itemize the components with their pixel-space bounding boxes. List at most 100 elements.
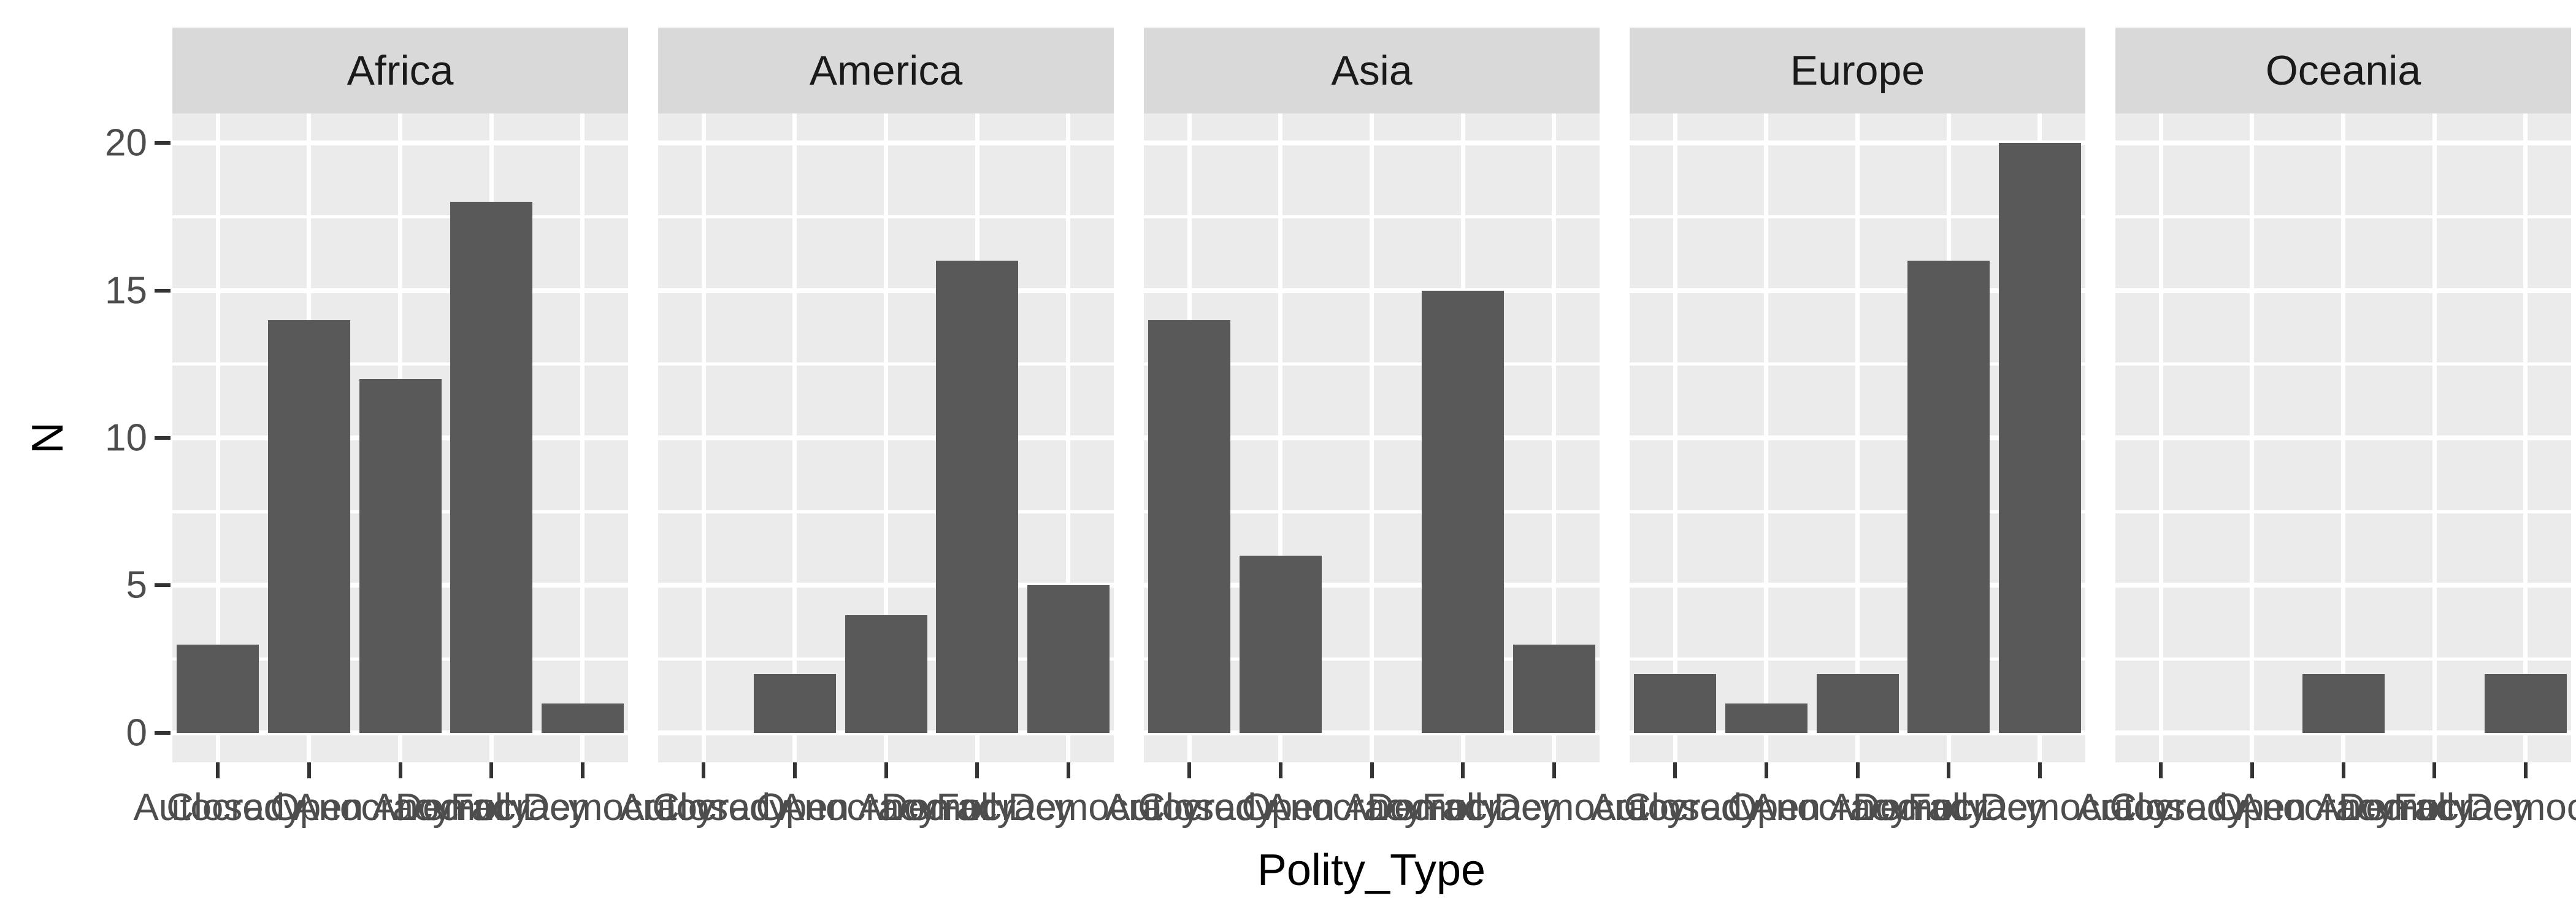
bar — [2302, 673, 2385, 733]
x-tick-mark — [2341, 762, 2345, 778]
x-tick-mark — [307, 762, 311, 778]
x-tick-label: Autocracy — [619, 786, 789, 829]
bar — [1634, 673, 1717, 733]
x-tick-label: Democracy — [1852, 786, 2045, 829]
major-gridline-vertical — [1764, 113, 1769, 762]
y-tick-mark — [155, 583, 171, 588]
x-tick-mark — [792, 762, 797, 778]
major-gridline-vertical — [2523, 113, 2528, 762]
x-tick-label: Autocracy — [1105, 786, 1275, 829]
y-tick-mark — [155, 141, 171, 145]
x-tick-label: Autocracy — [2076, 786, 2246, 829]
x-tick-mark — [489, 762, 494, 778]
bar — [450, 202, 533, 733]
x-tick-mark — [1552, 762, 1556, 778]
x-tick-mark — [1764, 762, 1768, 778]
x-tick-mark — [2250, 762, 2254, 778]
facet-strip: Asia — [1144, 28, 1600, 113]
major-gridline-vertical — [2432, 113, 2437, 762]
y-tick-label: 20 — [105, 121, 147, 164]
major-gridline-vertical — [1066, 113, 1071, 762]
x-tick-label: Democracy — [2338, 786, 2531, 829]
major-gridline-vertical — [1278, 113, 1283, 762]
facet-strip: Africa — [172, 28, 628, 113]
x-tick-label: Democracy — [1367, 786, 1559, 829]
bar — [845, 615, 927, 733]
facet-strip: America — [658, 28, 1114, 113]
bar — [359, 378, 442, 733]
facet-panel — [1144, 113, 1600, 762]
y-tick-mark — [155, 288, 171, 293]
x-tick-mark — [2432, 762, 2437, 778]
x-tick-mark — [2037, 762, 2042, 778]
y-tick-mark — [155, 436, 171, 440]
major-gridline-vertical — [2341, 113, 2345, 762]
x-tick-label: Closed Anocracy — [2109, 786, 2395, 829]
x-tick-label: Autocracy — [1590, 786, 1760, 829]
bar — [1422, 290, 1505, 733]
x-tick-label: Full Democracy — [2393, 786, 2576, 829]
major-gridline-vertical — [2158, 113, 2163, 762]
facet-panel — [172, 113, 628, 762]
major-gridline-vertical — [1855, 113, 1860, 762]
major-gridline-vertical — [1552, 113, 1557, 762]
x-tick-label: Open Anocracy — [756, 786, 1016, 829]
x-tick-label: Full Democracy — [1422, 786, 1687, 829]
bar — [1998, 143, 2081, 733]
facet-panel — [2115, 113, 2571, 762]
x-tick-mark — [1066, 762, 1070, 778]
x-tick-mark — [975, 762, 979, 778]
x-tick-label: Closed Anocracy — [1138, 786, 1424, 829]
x-tick-mark — [2523, 762, 2528, 778]
x-tick-label: Democracy — [395, 786, 588, 829]
x-tick-label: Autocracy — [133, 786, 303, 829]
bar — [1027, 585, 1110, 733]
x-tick-label: Full Democracy — [1907, 786, 2172, 829]
x-tick-mark — [1673, 762, 1677, 778]
bar — [177, 644, 259, 733]
major-gridline-vertical — [1673, 113, 1677, 762]
x-axis-title: Polity_Type — [1257, 846, 1486, 895]
y-tick-label: 0 — [126, 711, 147, 754]
major-gridline-vertical — [2250, 113, 2255, 762]
y-tick-label: 10 — [105, 416, 147, 459]
bar — [1725, 703, 1807, 733]
x-tick-mark — [1278, 762, 1282, 778]
bar — [2484, 673, 2567, 733]
x-tick-label: Open Anocracy — [2213, 786, 2474, 829]
y-tick-label: 5 — [126, 564, 147, 607]
major-gridline-vertical — [884, 113, 888, 762]
y-tick-label: 15 — [105, 269, 147, 312]
x-tick-label: Open Anocracy — [1727, 786, 1988, 829]
x-tick-label: Closed Anocracy — [1623, 786, 1909, 829]
major-gridline-vertical — [701, 113, 706, 762]
x-tick-mark — [398, 762, 402, 778]
bar — [541, 703, 624, 733]
bar — [1907, 261, 1990, 733]
bar — [267, 320, 350, 733]
bar — [1239, 556, 1322, 733]
x-tick-mark — [702, 762, 706, 778]
bar — [753, 673, 836, 733]
y-tick-mark — [155, 730, 171, 735]
major-gridline-vertical — [215, 113, 220, 762]
facet-panel — [1630, 113, 2085, 762]
x-tick-mark — [580, 762, 585, 778]
x-tick-mark — [884, 762, 888, 778]
x-tick-mark — [1947, 762, 1951, 778]
major-gridline-vertical — [580, 113, 585, 762]
x-tick-mark — [1370, 762, 1374, 778]
major-gridline-vertical — [1370, 113, 1374, 762]
bar — [936, 261, 1019, 733]
bar — [1816, 673, 1899, 733]
bar — [1148, 320, 1231, 733]
x-tick-label: Full Democracy — [936, 786, 1201, 829]
x-tick-label: Open Anocracy — [1241, 786, 1502, 829]
facet-panel — [658, 113, 1114, 762]
bar — [1512, 644, 1595, 733]
x-tick-mark — [1187, 762, 1192, 778]
x-tick-label: Democracy — [881, 786, 1073, 829]
x-tick-mark — [1461, 762, 1465, 778]
major-gridline-vertical — [792, 113, 797, 762]
